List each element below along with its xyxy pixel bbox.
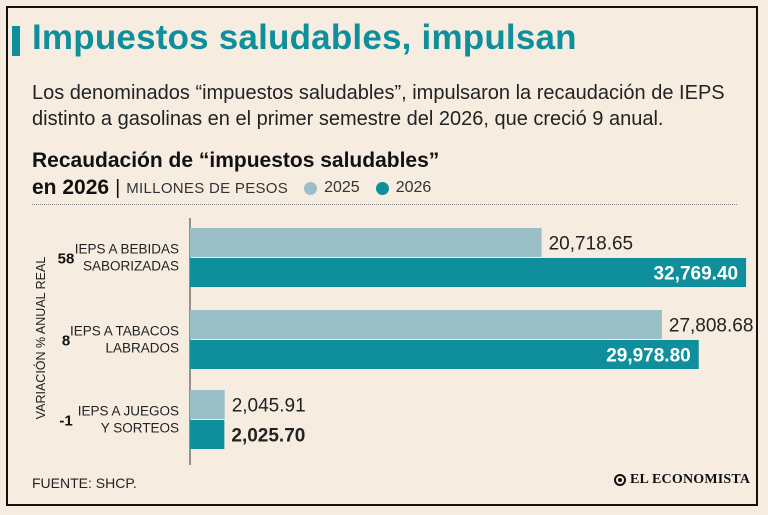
- category-label: IEPS A TABACOS: [70, 324, 179, 339]
- source-note: FUENTE: SHCP.: [32, 475, 137, 491]
- bar-2026: [190, 420, 225, 449]
- data-label-2025: 27,808.68: [669, 316, 754, 337]
- category-label: Y SORTEOS: [101, 421, 179, 436]
- category-label: SABORIZADAS: [83, 259, 179, 274]
- legend-swatch-2025: [304, 181, 318, 195]
- legend-item-2025: 2025: [304, 179, 360, 197]
- bar-2026: [190, 258, 747, 287]
- page-subtitle: Los denominados “impuestos saludables”, …: [32, 82, 725, 130]
- header-divider: [32, 204, 737, 205]
- legend-swatch-2026: [375, 181, 389, 195]
- category-label: LABRADOS: [105, 341, 179, 356]
- brand-logo-icon: [614, 474, 626, 486]
- data-label-2026: 2,025.70: [231, 426, 305, 447]
- legend-item-2026: 2026: [375, 179, 432, 197]
- category-label: IEPS A JUEGOS: [78, 404, 179, 419]
- chart-title: Recaudación de “impuestos saludables”: [32, 149, 440, 172]
- category-label: IEPS A BEBIDAS: [75, 242, 179, 257]
- chart-title-separator: |: [115, 176, 121, 199]
- bar-2025: [190, 228, 542, 257]
- data-label-2025: 20,718.65: [549, 234, 634, 255]
- data-label-2026: 32,769.40: [654, 264, 739, 285]
- bar-2026: [190, 340, 699, 369]
- variation-axis-label: VARIACIÓN % ANUAL REAL: [33, 257, 48, 420]
- chart-unit-label: MILLONES DE PESOS: [126, 179, 289, 197]
- chart-title-year: en 2026: [32, 176, 110, 199]
- data-label-2025: 2,045.91: [232, 396, 306, 417]
- variation-value: -1: [59, 413, 72, 430]
- legend-label-2026: 2026: [395, 179, 432, 196]
- bar-2025: [190, 310, 662, 339]
- variation-value: 8: [62, 333, 70, 350]
- data-label-2026: 29,978.80: [606, 346, 691, 367]
- chart-header-row: en 2026 | MILLONES DE PESOS 2025 2026: [32, 174, 431, 202]
- brand-name: EL ECONOMISTA: [630, 472, 751, 487]
- variation-value: 58: [58, 251, 75, 268]
- page-title: Impuestos saludables, impulsan: [32, 18, 577, 57]
- infographic-frame: [6, 6, 758, 506]
- legend-label-2025: 2025: [324, 179, 360, 196]
- title-accent-bar: [12, 26, 20, 56]
- bar-2025: [190, 390, 225, 419]
- brand: EL ECONOMISTA: [614, 472, 750, 488]
